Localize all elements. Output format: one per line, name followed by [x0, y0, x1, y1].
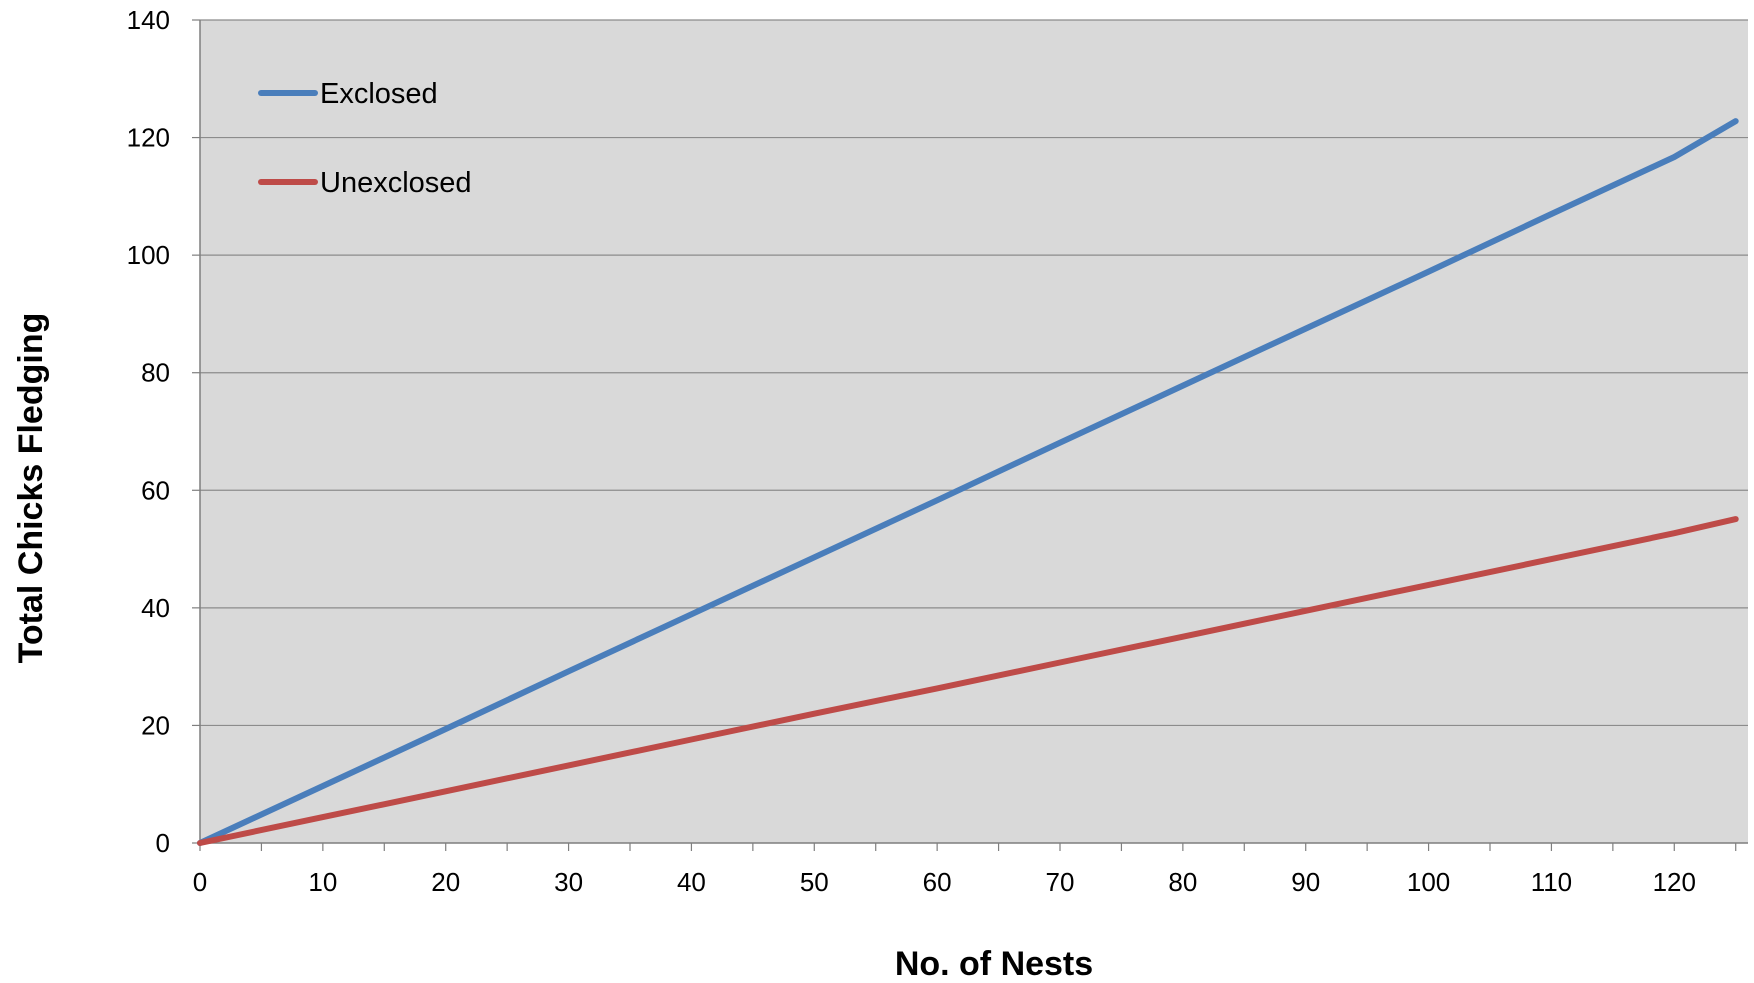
legend-label-unexclosed: Unexclosed: [320, 167, 472, 199]
series-line-unexclosed: [197, 516, 1739, 846]
y-tick-label-0: 0: [156, 828, 170, 858]
x-tick-label-110: 110: [1531, 867, 1572, 897]
x-tick-label-90: 90: [1291, 867, 1320, 897]
axes: 0 20 40 60 80 100 120 140 0 10 20 30 40 50 60 70 80 90 100…: [127, 5, 1748, 897]
y-tick-label-120: 120: [127, 123, 170, 153]
legend: Exclosed Unexclosed: [258, 78, 472, 199]
y-tick-label-20: 20: [141, 710, 170, 740]
x-tick-label-30: 30: [554, 867, 583, 897]
y-tick-label-100: 100: [127, 240, 170, 270]
x-tick-label-20: 20: [431, 867, 460, 897]
y-tick-label-40: 40: [141, 593, 170, 623]
legend-label-exclosed: Exclosed: [320, 78, 438, 110]
x-tick-label-60: 60: [923, 867, 952, 897]
y-tick-label-60: 60: [141, 475, 170, 505]
x-tick-label-100: 100: [1407, 867, 1450, 897]
x-tick-label-120: 120: [1653, 867, 1696, 897]
x-tick-label-70: 70: [1046, 867, 1075, 897]
y-axis-title: Total Chicks Fledging: [12, 313, 50, 664]
gridlines: [200, 19, 1748, 727]
series-line-exclosed: [197, 118, 1739, 846]
series: [197, 118, 1739, 846]
x-tick-label-0: 0: [193, 867, 207, 897]
x-tick-label-80: 80: [1168, 867, 1197, 897]
y-tick-label-140: 140: [127, 5, 170, 35]
y-tick-label-80: 80: [141, 358, 170, 388]
x-axis-title: No. of Nests: [895, 945, 1093, 983]
x-tick-label-40: 40: [677, 867, 706, 897]
plot-area: [200, 20, 1748, 843]
x-tick-label-10: 10: [308, 867, 337, 897]
x-tick-label-50: 50: [800, 867, 829, 897]
